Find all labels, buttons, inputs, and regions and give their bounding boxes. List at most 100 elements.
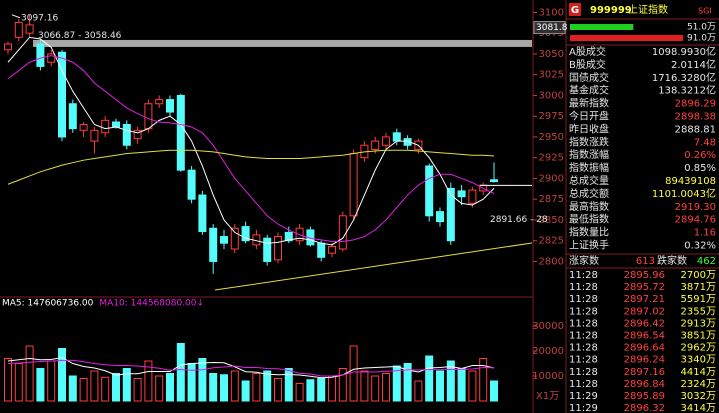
volume-bar (112, 373, 120, 402)
level-label: 2891.66 - 28 (490, 215, 548, 225)
volume-bar (425, 355, 434, 402)
balance-label: 91.0万 (687, 34, 716, 44)
summary-value: 2888.81 (675, 124, 716, 135)
cursor-box (533, 21, 566, 35)
volume-bar (360, 370, 369, 402)
volume-bar (446, 360, 455, 402)
trade-volume: 3851万 (681, 331, 716, 342)
volume-bar (187, 363, 196, 402)
summary-value: 1098.9930亿 (652, 45, 716, 58)
cursor-label: 3081.8 (536, 23, 568, 33)
summary-label: 今日开盘 (569, 110, 609, 123)
summary-label: A股成交 (569, 45, 606, 58)
candle-body (155, 99, 164, 105)
candle-body (230, 227, 239, 250)
summary-label: 指数涨幅 (569, 148, 609, 161)
summary-value: 2896.29 (675, 99, 716, 110)
trade-price: 2895.72 (624, 282, 665, 293)
volume-bar (90, 370, 99, 402)
volume-bar (274, 378, 282, 402)
balance-bar (570, 24, 634, 30)
trade-time: 11:28 (569, 318, 598, 329)
candle-body (4, 43, 12, 51)
candle-body (241, 226, 250, 242)
balance-bar (570, 35, 684, 41)
breadth-up-label: 涨家数 (569, 254, 599, 267)
candle-body (446, 187, 455, 242)
volume-bar (79, 378, 88, 402)
candle-body (36, 43, 45, 67)
volume-bar (403, 363, 412, 402)
candle-body (220, 236, 228, 244)
breadth-down-label: 跌家数 (657, 254, 687, 267)
y-tick-label: 2800 (539, 256, 564, 267)
summary-value: 89439108 (665, 176, 716, 187)
trade-price: 2897.02 (624, 306, 665, 317)
trade-volume: 3340万 (681, 355, 716, 366)
candle-body (133, 129, 142, 140)
volume-bar (14, 363, 23, 402)
summary-value: 1101.0043亿 (652, 187, 716, 200)
summary-value: 1.16 (694, 228, 716, 239)
volume-bar (371, 375, 380, 402)
summary-value: 138.3212亿 (658, 84, 716, 97)
tag: SGI (698, 7, 712, 16)
trade-price: 2896.32 (624, 403, 665, 413)
candle-body (209, 227, 218, 262)
range-band (33, 39, 532, 47)
volume-bar (47, 360, 56, 402)
candle-body (58, 51, 66, 138)
high-label: 3097.16 (21, 13, 58, 23)
trade-time: 11:28 (569, 355, 598, 366)
summary-value: 2898.38 (675, 112, 716, 123)
volume-bar (490, 380, 498, 402)
candle-body (14, 21, 23, 38)
y-tick-label: 2975 (539, 111, 564, 122)
volume-ma (7, 356, 495, 379)
candle-body (425, 165, 434, 217)
trade-volume: 3871万 (681, 282, 716, 293)
trade-price: 2896.64 (624, 343, 665, 354)
y-tick-label: 3000 (539, 90, 564, 101)
legend-entry: MA10: 144568080.00↓ (99, 299, 204, 309)
candle-body (79, 124, 88, 131)
summary-label: 指数振幅 (569, 161, 609, 174)
y-tick-label: 2875 (539, 194, 564, 205)
y-tick-label: 2850 (539, 215, 564, 226)
trade-volume: 4414万 (681, 367, 716, 378)
volume-bar (338, 368, 347, 402)
volume-bar (155, 375, 164, 402)
trade-volume: 5591万 (681, 294, 716, 305)
candle-body (328, 246, 336, 254)
candle-body (187, 169, 196, 200)
trade-time: 11:29 (569, 403, 598, 413)
summary-value: 2919.30 (675, 202, 716, 213)
trade-price: 2895.89 (624, 391, 665, 402)
summary-label: 昨日收盘 (569, 122, 609, 135)
trade-price: 2897.21 (624, 294, 665, 305)
volume-bar (349, 345, 358, 402)
candle-body (468, 189, 477, 204)
candle-body (317, 242, 326, 258)
volume-bar (295, 383, 304, 402)
summary-value: 0.85% (684, 163, 716, 174)
candle-body (166, 99, 174, 113)
summary-value: 1716.3280亿 (652, 71, 716, 84)
trade-time: 11:29 (569, 391, 598, 402)
volume-bar (220, 374, 228, 402)
candle-body (263, 237, 272, 262)
moving-average (7, 36, 495, 246)
trade-time: 11:28 (569, 331, 598, 342)
volume-bar (68, 375, 77, 402)
y-tick-label: 30000 (532, 321, 564, 332)
summary-label: 最高指数 (569, 200, 609, 213)
trade-price: 2896.24 (624, 355, 665, 366)
summary-value: 0.32% (684, 241, 716, 252)
trade-volume: 3414万 (681, 403, 716, 413)
trade-volume: 2913万 (681, 318, 716, 329)
trade-price: 2895.96 (624, 270, 665, 281)
volume-bar (144, 360, 153, 402)
candle-body (490, 179, 498, 183)
summary-value: 0.26% (684, 150, 716, 161)
